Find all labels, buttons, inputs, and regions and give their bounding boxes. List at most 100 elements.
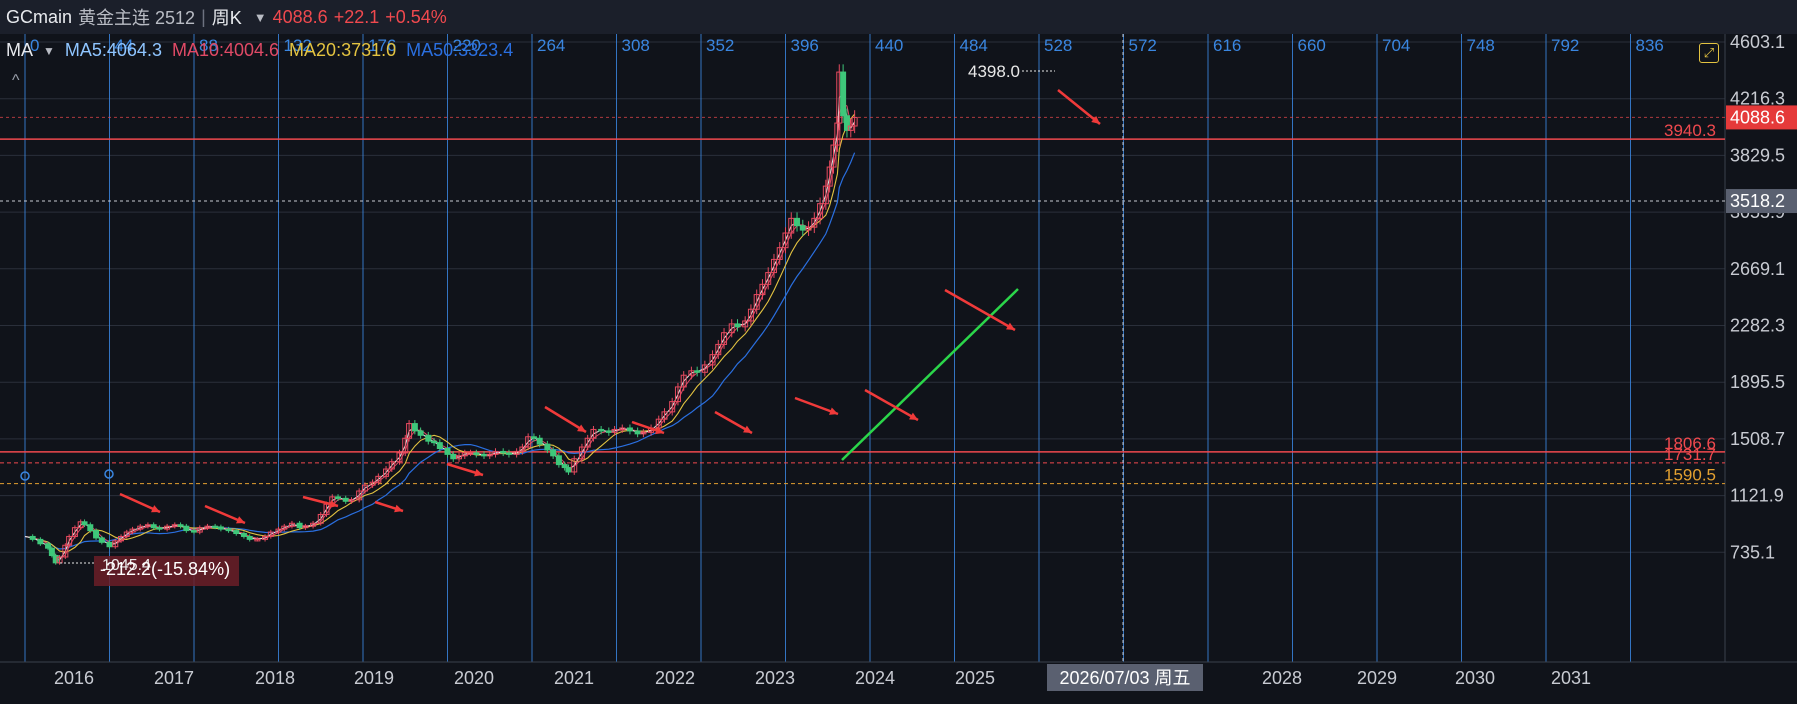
annotation-arrow-head [743,425,752,433]
candle-body [626,427,633,432]
price-change-percent: +0.54% [385,6,447,27]
candle-body [634,430,641,435]
ma-indicator-button[interactable]: MA [6,40,33,60]
candle-body [817,203,824,219]
crosshair-date-label: 2026/07/03 周五 [1059,668,1190,688]
candle-body [45,543,52,549]
candle-body [709,354,716,366]
candle-body [811,217,818,228]
x-tick-label: 2017 [154,668,194,688]
x-tick-label: 2021 [554,668,594,688]
candle-body [375,475,382,483]
candle-body [753,294,760,310]
candle-body [52,555,59,564]
period-dropdown-icon[interactable]: ▼ [253,9,267,25]
candle-body [106,541,113,548]
bar-counter-label: 0 [30,36,39,55]
high-annotation-label: 4398.0 [968,62,1020,81]
candle-body [851,116,858,127]
bar-counter-label: 132 [284,36,312,55]
x-tick-label: 2029 [1357,668,1397,688]
price-level-label: 1590.5 [1664,466,1716,485]
symbol-name: 黄金主连 2512 [78,8,196,28]
bar-counter-label: 396 [791,36,819,55]
ma10-value: MA10:4004.6 [171,40,280,60]
bar-counter-label: 616 [1213,36,1241,55]
candle-body [112,540,119,548]
annotation-arrow-head [909,412,918,420]
candle-body [661,411,668,420]
candle-body [555,455,562,466]
candle-body [715,343,722,356]
annotation-arrow-head [1006,322,1015,330]
candle-body [288,522,295,527]
candle-body [840,71,847,117]
bar-counter-label: 836 [1636,36,1664,55]
bar-counter-label: 176 [368,36,396,55]
candle-body [177,524,184,527]
candle-body [93,530,100,539]
candle-body [431,440,438,444]
candle-body [505,452,512,455]
candle-body [183,525,190,532]
candle-body [688,370,695,376]
candle-body [544,443,551,451]
period-selector[interactable]: 周K [211,8,242,28]
candle-body [530,436,537,439]
candle-body [137,525,144,530]
candle-body [598,428,605,432]
ma50-value: MA50:3323.4 [406,40,514,60]
bar-counter-label: 308 [622,36,650,55]
candle-body [728,323,735,334]
candle-body [71,527,78,537]
candle-body [640,431,647,435]
annotation-arrow [1057,89,1101,125]
candle-body [486,453,493,457]
x-tick-label: 2018 [255,668,295,688]
expand-icon[interactable]: ⤢ [1699,43,1719,63]
candlestick-chart[interactable]: 0 44 88 132 176 220 264 308 352 396 440 484 528 572 61… [0,32,1797,699]
collapse-chevron-icon[interactable]: ^ [12,72,20,89]
candle-body [519,446,526,452]
candle-body [29,535,36,540]
candle-body [747,308,754,322]
crosshair-date-badge [1047,664,1203,691]
x-tick-label: 2031 [1551,668,1591,688]
bar-counter-label: 572 [1129,36,1157,55]
candle-body [550,449,557,457]
ma20-line [24,113,856,553]
candle-body [701,364,708,373]
candle-body [56,556,63,564]
bar-counter-label: 484 [960,36,988,55]
candle-body [37,538,44,545]
candle-body [590,428,597,439]
crosshair-price-label: 3518.2 [1730,191,1785,211]
candle-body [144,524,151,527]
annotation-arrow-head [151,505,160,513]
candle-body [204,525,211,529]
candle-body [456,455,463,460]
candle-body [406,423,413,439]
candle-body [669,401,676,413]
candle-body [826,166,833,187]
candle-body [536,437,543,445]
bar-counter-label: 748 [1467,36,1495,55]
candle-body [694,370,701,373]
ma-dropdown-icon[interactable]: ▼ [43,43,55,58]
y-tick-label: 2669.1 [1730,259,1785,279]
last-price: 4088.6 [272,6,328,27]
candle-body [62,544,69,558]
candle-body [436,442,443,450]
start-marker [20,471,30,481]
candle-body [571,458,578,473]
candle-body [335,496,342,499]
candle-body [417,430,424,436]
candle-body [782,232,789,249]
chart-area[interactable]: 0 44 88 132 176 220 264 308 352 396 440 484 528 572 61… [0,32,1797,699]
candle-body [98,537,105,543]
annotation-arrow-head [394,504,403,513]
annotation-arrow-head [474,468,483,477]
ma-legend: MA ▼ MA5:4064.3 MA10:4004.6 MA20:3731.0 … [6,40,523,61]
symbol-code[interactable]: GCmain [6,6,73,27]
candle-body [765,272,772,285]
